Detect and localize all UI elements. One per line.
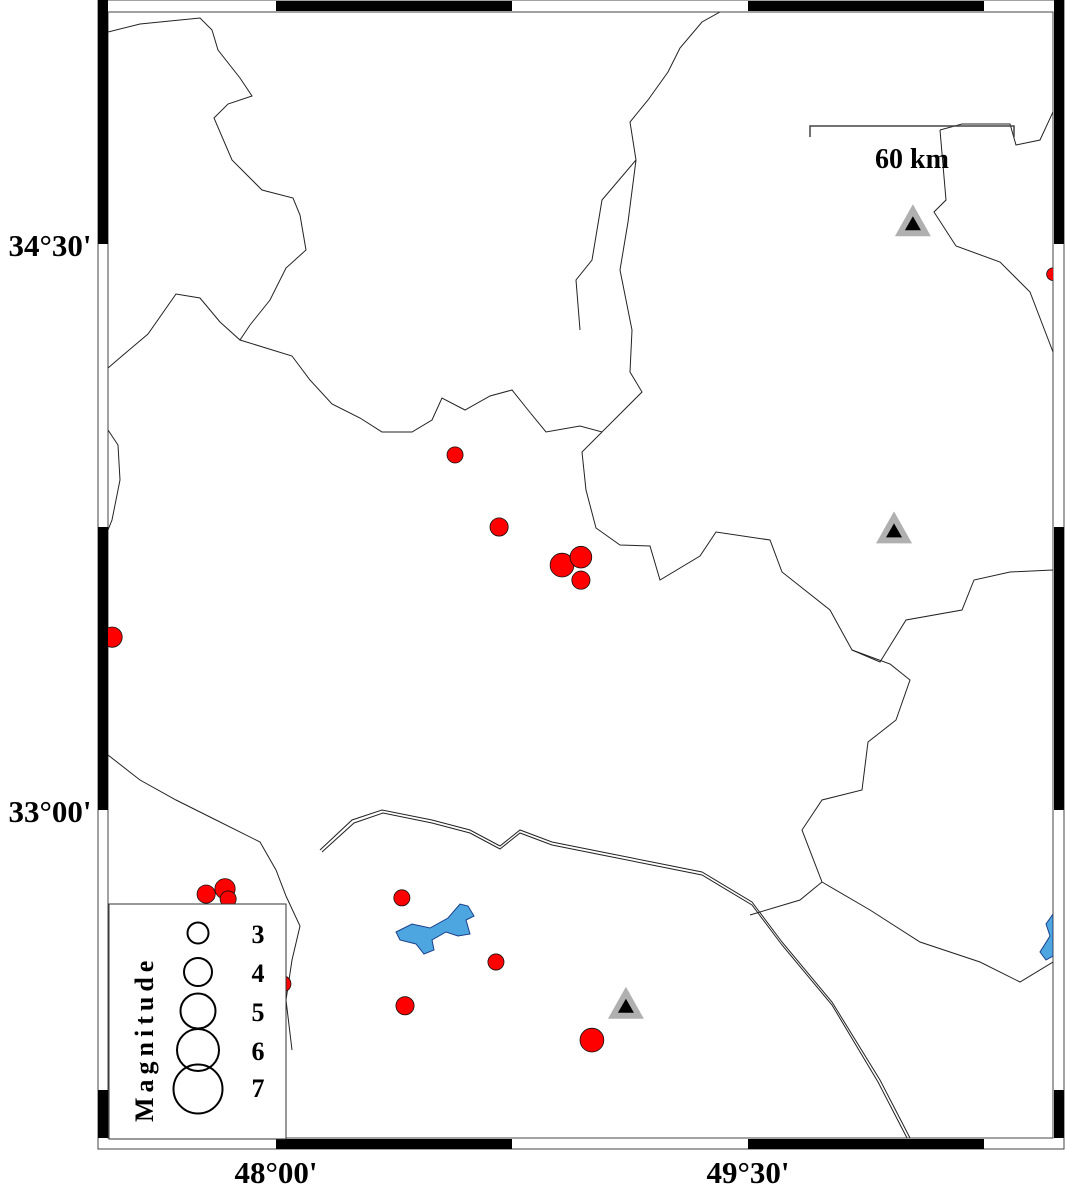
earthquake-marker (1046, 267, 1053, 281)
station-inner (886, 523, 903, 538)
earthquake-marker (393, 889, 411, 907)
earthquake-marker (571, 570, 591, 590)
scale-bar-label: 60 km (875, 144, 949, 175)
map-content (108, 12, 1053, 1138)
legend-title: Magnitude (130, 956, 159, 1122)
seismic-stations (607, 204, 931, 1019)
legend-circle (172, 1063, 224, 1115)
legend-label: 4 (252, 959, 265, 988)
legend-circle (186, 921, 210, 945)
earthquake-marker (446, 446, 464, 464)
water-bodies (395, 903, 1053, 961)
earthquake-marker (579, 1027, 605, 1053)
lon-label: 49°30' (706, 1155, 789, 1189)
legend-label: 3 (252, 920, 265, 949)
lon-label: 48°00' (234, 1155, 317, 1189)
station-triangle-icon (607, 986, 644, 1019)
legend-circle (176, 1028, 220, 1072)
legend-circle (183, 957, 213, 987)
legend-label: 7 (252, 1074, 265, 1103)
magnitude-legend: Magnitude 3 4 5 6 7 (108, 903, 287, 1140)
station-inner (617, 998, 634, 1013)
legend-label: 5 (252, 998, 265, 1027)
lake (1039, 913, 1053, 961)
lat-label: 34°30' (8, 228, 91, 263)
scale-bar: 60 km (809, 125, 1015, 175)
station-inner (904, 216, 921, 231)
lat-label: 33°00' (8, 794, 91, 829)
earthquake-marker (489, 517, 509, 537)
province-borders (108, 12, 1053, 1138)
legend-label: 6 (252, 1037, 265, 1066)
lake (395, 903, 475, 955)
earthquake-marker (569, 545, 593, 569)
station-triangle-icon (876, 511, 913, 544)
earthquake-marker (196, 884, 216, 904)
earthquake-marker (395, 996, 415, 1016)
earthquake-marker (487, 953, 505, 971)
earthquake-events (108, 267, 1053, 1053)
station-triangle-icon (894, 204, 931, 237)
earthquake-marker (108, 626, 123, 648)
